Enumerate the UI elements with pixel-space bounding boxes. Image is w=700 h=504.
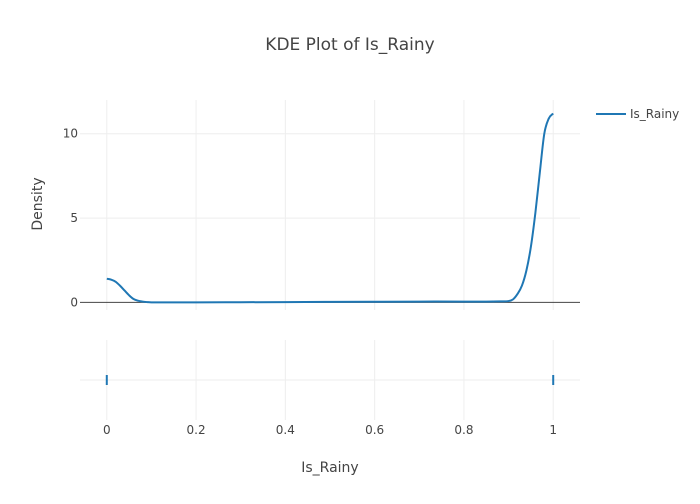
- y-axis-ticks: 0 5 10: [63, 127, 78, 310]
- y-axis-title: Density: [30, 177, 46, 230]
- x-axis-title: Is_Rainy: [301, 460, 358, 476]
- x-tick-label: 0.8: [454, 423, 473, 437]
- legend[interactable]: Is_Rainy: [596, 107, 679, 121]
- chart-title: KDE Plot of Is_Rainy: [265, 35, 434, 55]
- y-tick-label: 10: [63, 127, 78, 141]
- y-tick-label: 5: [70, 211, 78, 225]
- legend-label[interactable]: Is_Rainy: [630, 107, 679, 121]
- x-tick-label: 0: [103, 423, 111, 437]
- x-tick-label: 1: [549, 423, 557, 437]
- x-axis-ticks: 0 0.2 0.4 0.6 0.8 1: [103, 423, 557, 437]
- x-tick-label: 0.2: [187, 423, 206, 437]
- y-tick-label: 0: [70, 295, 78, 309]
- series-layer: [106, 112, 554, 304]
- x-tick-label: 0.6: [365, 423, 384, 437]
- kde-line-is-rainy[interactable]: [106, 112, 554, 304]
- x-tick-label: 0.4: [276, 423, 295, 437]
- rug-layer: [105, 375, 555, 385]
